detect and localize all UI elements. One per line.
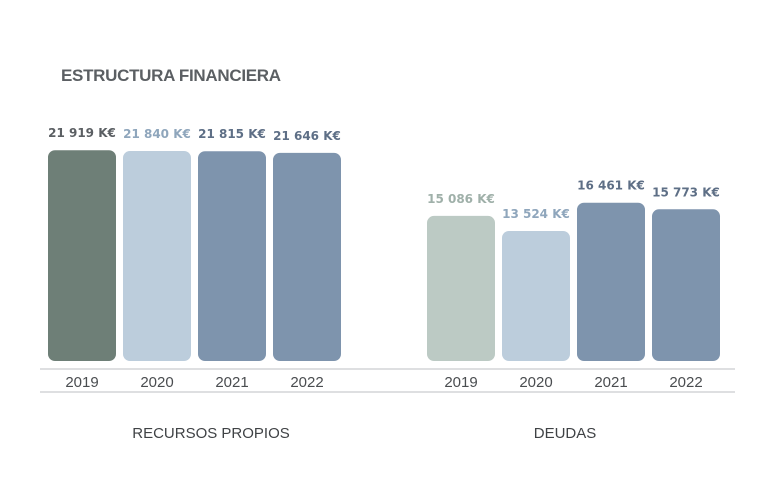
- year-tick-label: 2019: [444, 374, 477, 391]
- bar-recursos-propios-2020: [123, 150, 191, 361]
- year-tick-label: 2021: [594, 374, 627, 391]
- bar-deudas-2021: [577, 202, 645, 361]
- bar-value-label: 21 815 K€: [198, 127, 266, 141]
- bar-deudas-2022: [652, 209, 720, 361]
- bar-recursos-propios-2022: [273, 152, 341, 361]
- year-tick-label: 2020: [140, 374, 173, 391]
- group-label-deudas: DEUDAS: [534, 425, 597, 442]
- year-tick-label: 2022: [290, 374, 323, 391]
- year-tick-label: 2022: [669, 374, 702, 391]
- bar-recursos-propios-2019: [48, 150, 116, 361]
- chart-title: ESTRUCTURA FINANCIERA: [61, 66, 281, 85]
- bar-deudas-2020: [502, 230, 570, 361]
- bar-value-label: 21 919 K€: [48, 126, 116, 140]
- year-tick-label: 2020: [519, 374, 552, 391]
- bar-value-label: 15 773 K€: [652, 185, 720, 199]
- bar-value-label: 21 646 K€: [273, 129, 341, 143]
- bar-value-label: 15 086 K€: [427, 192, 495, 206]
- bar-recursos-propios-2021: [198, 151, 266, 361]
- year-tick-label: 2021: [215, 374, 248, 391]
- bar-value-label: 21 840 K€: [123, 127, 191, 141]
- group-label-recursos-propios: RECURSOS PROPIOS: [132, 425, 290, 442]
- bar-value-label: 16 461 K€: [577, 179, 645, 193]
- bar-deudas-2019: [427, 215, 495, 361]
- year-tick-label: 2019: [65, 374, 98, 391]
- bar-value-label: 13 524 K€: [502, 207, 570, 221]
